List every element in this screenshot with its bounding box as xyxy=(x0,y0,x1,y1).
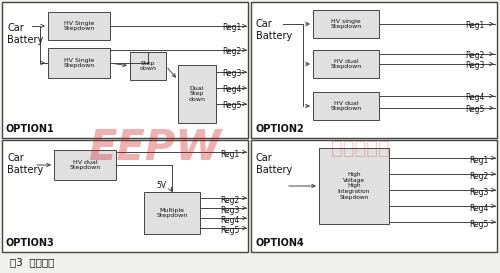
Text: Battery: Battery xyxy=(256,165,292,175)
Bar xyxy=(144,192,200,234)
Text: Reg2: Reg2 xyxy=(470,172,488,181)
Text: Reg5: Reg5 xyxy=(222,101,242,110)
Text: Car: Car xyxy=(7,23,24,33)
Text: OPTION4: OPTION4 xyxy=(255,238,304,248)
Text: 5V: 5V xyxy=(156,182,166,191)
Text: Car: Car xyxy=(256,19,273,29)
Bar xyxy=(251,2,497,138)
Text: Reg4: Reg4 xyxy=(470,204,488,213)
Text: Battery: Battery xyxy=(7,35,44,45)
Text: HV dual
Stepdown: HV dual Stepdown xyxy=(70,160,100,170)
Text: Reg5: Reg5 xyxy=(470,220,488,229)
Text: Reg1: Reg1 xyxy=(466,21,484,30)
Text: Reg4: Reg4 xyxy=(466,93,484,102)
Bar xyxy=(54,150,116,180)
Text: Battery: Battery xyxy=(256,31,292,41)
Bar xyxy=(313,92,379,120)
Bar xyxy=(2,2,248,138)
Text: OPTION1: OPTION1 xyxy=(6,124,55,134)
Text: OPTION3: OPTION3 xyxy=(6,238,55,248)
Text: Multiple
Stepdown: Multiple Stepdown xyxy=(156,207,188,218)
Text: HV single
Stepdown: HV single Stepdown xyxy=(330,19,362,29)
Bar xyxy=(251,140,497,252)
Bar xyxy=(2,140,248,252)
Text: Dual
Step
down: Dual Step down xyxy=(188,86,206,102)
Bar xyxy=(130,52,166,80)
Text: Car: Car xyxy=(7,153,24,163)
Text: 图3  电源结构: 图3 电源结构 xyxy=(10,257,54,267)
Text: Reg4: Reg4 xyxy=(220,216,240,225)
Bar xyxy=(313,10,379,38)
Text: High
Voltage
High
Integration
Stepdown: High Voltage High Integration Stepdown xyxy=(338,172,370,200)
Text: Reg3: Reg3 xyxy=(222,69,242,78)
Bar xyxy=(48,48,110,78)
Text: Reg3: Reg3 xyxy=(470,188,488,197)
Bar xyxy=(319,148,389,224)
Text: Reg2: Reg2 xyxy=(222,47,242,56)
Bar xyxy=(313,50,379,78)
Text: HV Single
Stepdown: HV Single Stepdown xyxy=(64,58,94,69)
Text: Reg1: Reg1 xyxy=(470,156,488,165)
Text: Reg5: Reg5 xyxy=(220,226,240,235)
Text: Reg2: Reg2 xyxy=(220,196,240,205)
Bar xyxy=(48,12,110,40)
Bar xyxy=(178,65,216,123)
Text: Reg5: Reg5 xyxy=(466,105,484,114)
Text: HV dual
Stepdown: HV dual Stepdown xyxy=(330,100,362,111)
Text: HV Single
Stepdown: HV Single Stepdown xyxy=(64,20,94,31)
Text: Car: Car xyxy=(256,153,273,163)
Text: Reg3: Reg3 xyxy=(220,206,240,215)
Text: Step
down: Step down xyxy=(140,61,156,72)
Text: 电子品世界: 电子品世界 xyxy=(330,138,390,158)
Text: HV dual
Stepdown: HV dual Stepdown xyxy=(330,59,362,69)
Text: Reg1: Reg1 xyxy=(220,150,240,159)
Text: Reg3: Reg3 xyxy=(466,61,484,70)
Text: EEPW: EEPW xyxy=(88,127,222,169)
Text: Reg4: Reg4 xyxy=(222,85,242,94)
Text: OPTION2: OPTION2 xyxy=(255,124,304,134)
Text: Reg2: Reg2 xyxy=(466,51,484,60)
Text: Reg1: Reg1 xyxy=(222,23,242,32)
Text: Battery: Battery xyxy=(7,165,44,175)
